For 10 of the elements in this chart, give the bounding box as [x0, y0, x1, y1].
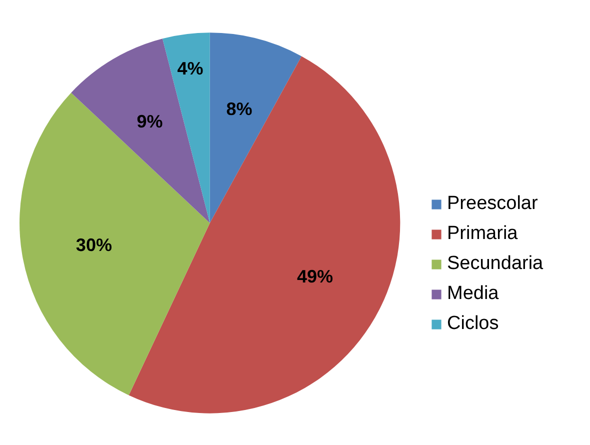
legend-label: Media: [447, 283, 499, 305]
data-label: 30%: [76, 235, 112, 256]
legend-label: Secundaria: [447, 253, 544, 275]
legend-label: Ciclos: [447, 313, 499, 335]
legend-label: Primaria: [447, 223, 518, 245]
data-label: 49%: [296, 266, 334, 287]
data-label: 8%: [226, 98, 252, 119]
legend-label: Preescolar: [447, 193, 538, 215]
data-label: 4%: [177, 58, 204, 78]
data-label: 9%: [136, 112, 163, 132]
